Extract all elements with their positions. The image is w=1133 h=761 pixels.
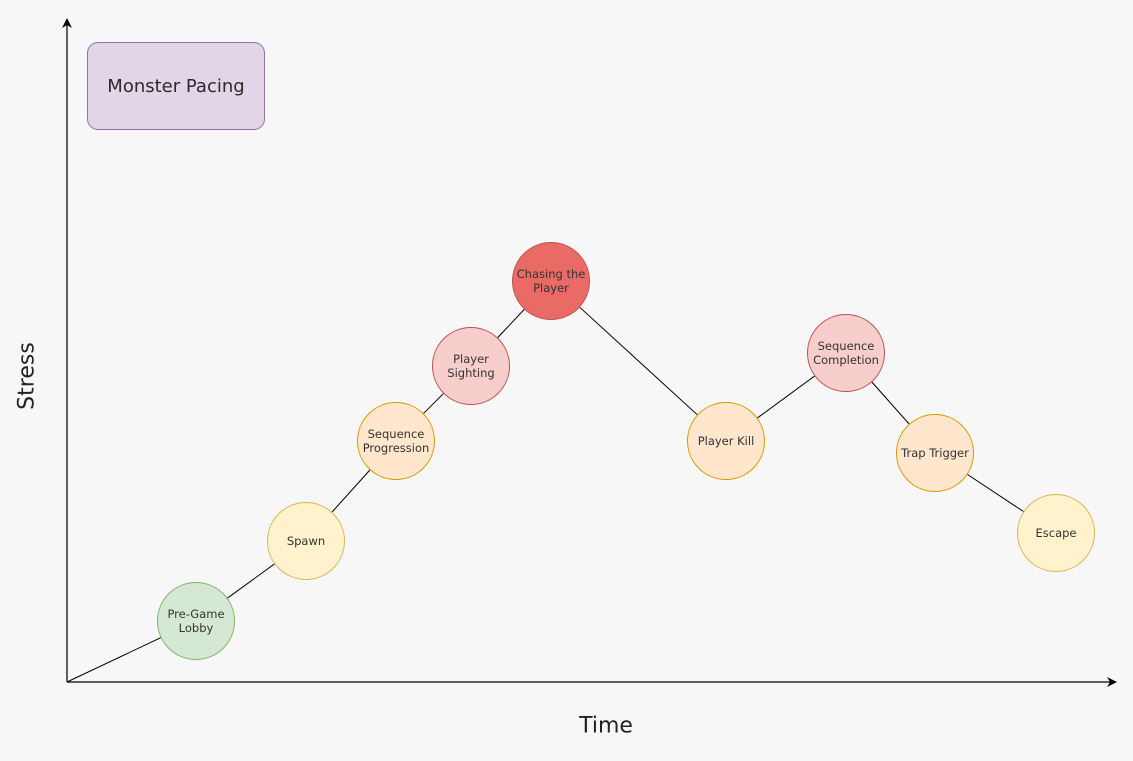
node-sequence-completion: Sequence Completion [807, 314, 885, 392]
node-label: Trap Trigger [901, 446, 969, 460]
node-label: Escape [1035, 526, 1077, 540]
connector-line [66, 637, 161, 683]
x-axis-label: Time [579, 713, 633, 739]
connector-line [757, 375, 815, 419]
node-sequence-progression: Sequence Progression [357, 402, 435, 480]
diagram-title: Monster Pacing [87, 42, 265, 130]
y-axis-label: Stress [14, 342, 40, 410]
node-label: Spawn [286, 534, 326, 548]
node-label: Player Kill [697, 434, 755, 448]
node-player-kill: Player Kill [687, 402, 765, 480]
node-player-sighting: Player Sighting [432, 327, 510, 405]
connector-line [423, 393, 444, 414]
connector-line [967, 474, 1024, 512]
node-label: Sequence Progression [362, 427, 430, 455]
node-label: Player Sighting [447, 352, 495, 380]
connector-line [497, 309, 525, 338]
node-label: Pre-Game Lobby [167, 607, 225, 635]
node-spawn: Spawn [267, 502, 345, 580]
node-escape: Escape [1017, 494, 1095, 572]
node-label: Sequence Completion [813, 339, 879, 367]
node-pre-game-lobby: Pre-Game Lobby [157, 582, 235, 660]
node-label: Chasing the Player [516, 267, 586, 295]
connector-line [331, 469, 371, 513]
connector-line [579, 306, 698, 416]
node-trap-trigger: Trap Trigger [896, 414, 974, 492]
connector-line [227, 563, 275, 599]
node-chasing-the-player: Chasing the Player [512, 242, 590, 320]
connector-lines [66, 306, 1024, 683]
connector-line [871, 381, 910, 425]
